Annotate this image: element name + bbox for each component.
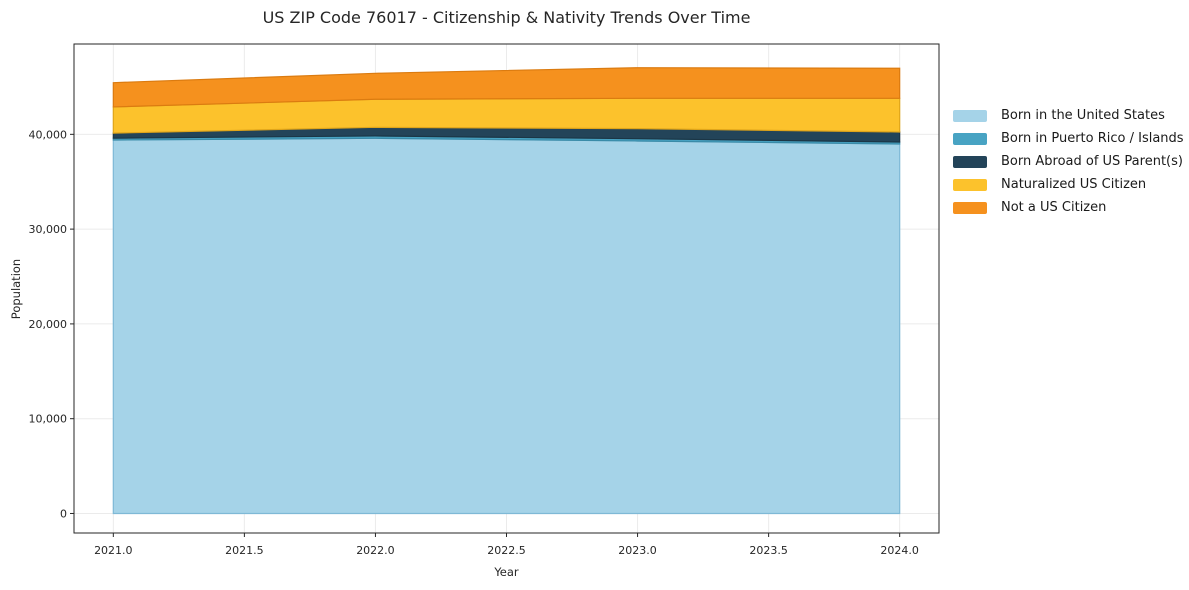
legend-swatch	[953, 132, 987, 145]
svg-text:2023.0: 2023.0	[618, 544, 657, 557]
svg-text:30,000: 30,000	[29, 223, 68, 236]
y-axis-label: Population	[9, 258, 23, 320]
legend-item: Born in the United States	[953, 104, 1184, 127]
svg-text:2021.5: 2021.5	[225, 544, 264, 557]
legend-swatch	[953, 109, 987, 122]
legend-swatch	[953, 155, 987, 168]
legend-label: Naturalized US Citizen	[1001, 177, 1147, 192]
legend-item: Born in Puerto Rico / Islands	[953, 127, 1184, 150]
svg-text:2021.0: 2021.0	[94, 544, 133, 557]
chart-title: US ZIP Code 76017 - Citizenship & Nativi…	[262, 8, 751, 27]
svg-text:40,000: 40,000	[29, 128, 68, 141]
legend-item: Not a US Citizen	[953, 196, 1184, 219]
legend-label: Born in the United States	[1001, 108, 1165, 123]
svg-text:0: 0	[60, 507, 67, 520]
legend-item: Born Abroad of US Parent(s)	[953, 150, 1184, 173]
legend-swatch	[953, 201, 987, 214]
legend-label: Born Abroad of US Parent(s)	[1001, 154, 1183, 169]
x-axis-label: Year	[494, 565, 519, 579]
svg-text:2022.0: 2022.0	[356, 544, 395, 557]
svg-text:2023.5: 2023.5	[749, 544, 788, 557]
svg-text:10,000: 10,000	[29, 413, 68, 426]
legend-label: Born in Puerto Rico / Islands	[1001, 131, 1184, 146]
svg-text:20,000: 20,000	[29, 318, 68, 331]
chart-legend: Born in the United States Born in Puerto…	[953, 104, 1184, 219]
legend-label: Not a US Citizen	[1001, 200, 1107, 215]
svg-text:2022.5: 2022.5	[487, 544, 526, 557]
legend-swatch	[953, 178, 987, 191]
svg-text:2024.0: 2024.0	[880, 544, 919, 557]
legend-item: Naturalized US Citizen	[953, 173, 1184, 196]
